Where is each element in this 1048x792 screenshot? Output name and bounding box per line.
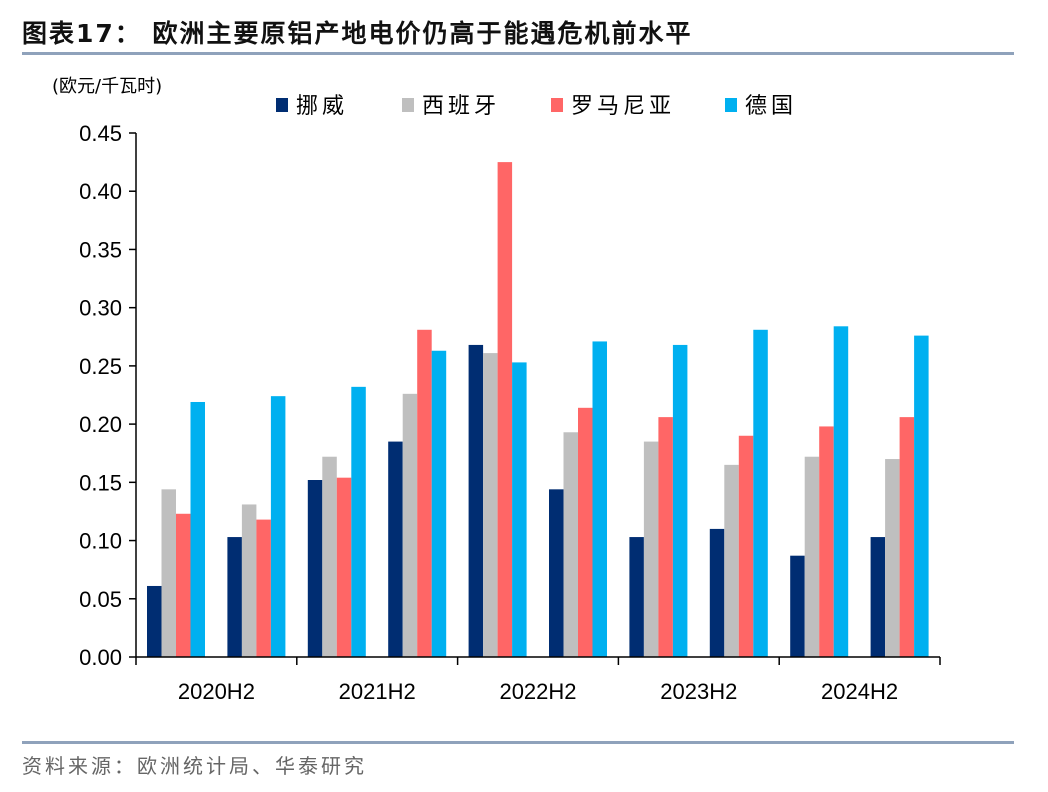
bar-挪威-2024H2: [870, 537, 886, 657]
legend-label-挪威: 挪威: [296, 94, 348, 119]
x-tick-label-2024H2: 2024H2: [821, 679, 898, 704]
bar-罗马尼亚-2023H2: [738, 435, 754, 657]
bar-德国-2024H1: [833, 326, 849, 657]
bars-group: [147, 162, 929, 658]
y-tick-label-0.20: 0.20: [79, 412, 122, 437]
bar-罗马尼亚-2024H2: [899, 417, 915, 657]
legend-label-西班牙: 西班牙: [422, 94, 500, 119]
y-tick-label-0.30: 0.30: [79, 296, 122, 321]
y-tick-label-0.35: 0.35: [79, 237, 122, 262]
x-tick-label-2023H2: 2023H2: [660, 679, 737, 704]
bar-德国-2021H1: [351, 386, 366, 657]
bar-挪威-2024H1: [790, 555, 805, 657]
bar-挪威-2020H2: [227, 537, 242, 657]
y-tick-label-0.00: 0.00: [79, 645, 122, 670]
bar-挪威-2023H1: [629, 537, 644, 657]
bar-罗马尼亚-2021H2: [417, 329, 432, 657]
bar-西班牙-2020H2: [241, 504, 257, 657]
y-tick-label-0.05: 0.05: [79, 587, 122, 612]
legend-swatch-挪威: [276, 98, 288, 112]
y-tick-label-0.25: 0.25: [79, 354, 122, 379]
bar-西班牙-2022H1: [483, 353, 498, 657]
figure-title: 图表17： 欧洲主要原铝产地电价仍高于能遇危机前水平: [22, 19, 693, 48]
bar-德国-2023H2: [753, 329, 768, 657]
bar-挪威-2022H2: [549, 489, 564, 657]
legend-swatch-西班牙: [402, 98, 414, 112]
bar-西班牙-2022H2: [563, 432, 578, 657]
legend-label-德国: 德国: [745, 94, 797, 119]
bar-罗马尼亚-2024H1: [819, 426, 834, 657]
y-tick-label-0.10: 0.10: [79, 529, 122, 554]
header: 图表17： 欧洲主要原铝产地电价仍高于能遇危机前水平: [22, 14, 1012, 50]
axes-group: 0.00 0.05 0.10 0.15 0.20 0.25 0.30 0.35 0.40 0.45…: [79, 121, 941, 704]
bar-德国-2021H2: [431, 350, 447, 657]
bar-挪威-2021H1: [307, 480, 323, 657]
bar-罗马尼亚-2021H1: [336, 477, 352, 657]
bar-德国-2020H1: [190, 401, 205, 657]
y-tick-label-0.45: 0.45: [79, 121, 122, 146]
bar-挪威-2021H2: [388, 441, 403, 657]
legend-label-罗马尼亚: 罗马尼亚: [571, 94, 675, 119]
bar-chart: (欧元/千瓦时) 挪威 西班牙 罗马尼亚 德国 0.00 0.05 0.10 0.15 0.2…: [52, 76, 941, 704]
bar-西班牙-2021H1: [322, 456, 337, 657]
bar-德国-2020H2: [270, 396, 286, 657]
bar-德国-2023H1: [672, 344, 688, 657]
legend-swatch-罗马尼亚: [551, 98, 563, 112]
legend: 挪威 西班牙 罗马尼亚 德国: [276, 94, 797, 119]
bar-西班牙-2021H2: [402, 393, 418, 657]
bar-德国-2022H2: [592, 341, 607, 657]
bar-挪威-2020H1: [147, 585, 162, 657]
footer-rule: [22, 741, 1014, 744]
bar-罗马尼亚-2022H2: [578, 407, 593, 657]
legend-swatch-德国: [725, 98, 737, 112]
bar-罗马尼亚-2023H1: [658, 417, 673, 657]
bar-西班牙-2020H1: [161, 489, 176, 657]
bar-挪威-2022H1: [468, 344, 484, 657]
y-tick-label-0.40: 0.40: [79, 179, 122, 204]
bar-德国-2022H1: [512, 362, 527, 657]
bar-挪威-2023H2: [709, 528, 725, 657]
bar-西班牙-2024H1: [804, 456, 820, 657]
header-rule: [22, 52, 1014, 55]
bar-罗马尼亚-2022H1: [497, 162, 513, 658]
bar-德国-2024H2: [914, 335, 929, 657]
x-tick-label-2022H2: 2022H2: [499, 679, 576, 704]
bar-罗马尼亚-2020H1: [176, 513, 191, 657]
bar-西班牙-2024H2: [885, 459, 900, 657]
bar-西班牙-2023H1: [643, 441, 659, 657]
bar-西班牙-2023H2: [724, 464, 739, 657]
bar-罗马尼亚-2020H2: [256, 519, 271, 657]
y-axis-unit-label: (欧元/千瓦时): [52, 76, 162, 97]
x-tick-label-2020H2: 2020H2: [178, 679, 255, 704]
y-tick-label-0.15: 0.15: [79, 470, 122, 495]
source-note: 资料来源：欧洲统计局、华泰研究: [22, 754, 367, 778]
x-tick-label-2021H2: 2021H2: [339, 679, 416, 704]
